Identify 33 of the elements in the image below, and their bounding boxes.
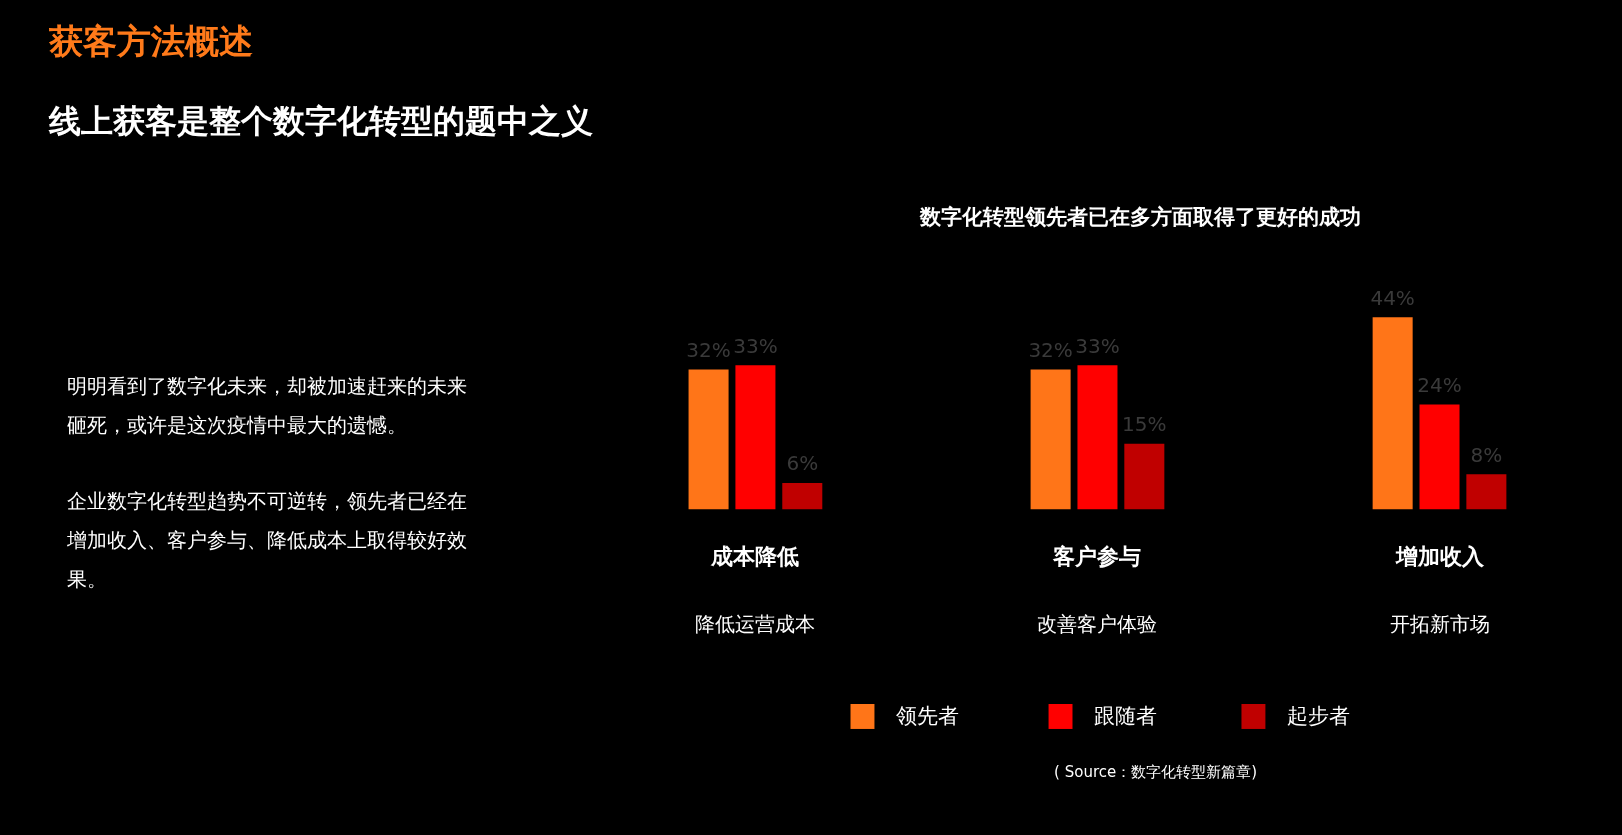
x-tick-label: 客户参与 [1052, 543, 1142, 569]
data-label: 24% [1417, 372, 1462, 397]
legend-label: 起步者 [1286, 704, 1350, 729]
x-tick-label: 成本降低 [710, 543, 800, 569]
legend-label: 领先者 [895, 704, 959, 729]
data-label: 33% [1075, 333, 1120, 358]
data-label: 44% [1370, 285, 1415, 310]
bar [1077, 365, 1118, 510]
bar [1372, 317, 1413, 510]
text: ( Source：数字化转型新篇章) [1054, 763, 1258, 782]
text: 明明看到了数字化未来，却被加速赶来的未来砸死，或许是这次疫情中最大的遗憾。 [66, 373, 467, 437]
bar [735, 365, 776, 510]
data-label: 33% [733, 333, 778, 358]
text: 获客方法概述 [47, 20, 253, 61]
bar [782, 482, 823, 510]
bar [1466, 474, 1507, 510]
data-label: 15% [1122, 412, 1167, 437]
bar [1030, 369, 1071, 510]
bar [1124, 443, 1165, 510]
bar [1419, 404, 1460, 510]
bar [688, 369, 729, 510]
text: 开拓新市场 [1389, 612, 1490, 637]
text: 线上获客是整个数字化转型的题中之义 [47, 101, 593, 140]
text: 企业数字化转型趋势不可逆转，领先者已经在增加收入、客户参与、降低成本上取得较好效果。 [65, 488, 467, 591]
legend-label: 跟随者 [1094, 704, 1158, 729]
text: 数字化转型领先者已在多方面取得了更好的成功 [919, 205, 1362, 230]
text: 改善客户体验 [1037, 612, 1158, 637]
text: 降低运营成本 [695, 612, 816, 637]
data-label: 32% [1028, 337, 1073, 362]
data-label: 6% [786, 451, 819, 476]
x-tick-label: 增加收入 [1394, 543, 1485, 569]
data-label: 8% [1470, 442, 1503, 467]
data-label: 32% [686, 337, 731, 362]
